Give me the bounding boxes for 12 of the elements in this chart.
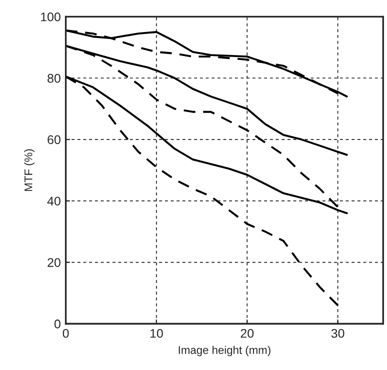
y-tick-label: 40 (47, 196, 60, 206)
y-tick-label: 80 (48, 74, 60, 83)
y-tick-label: 20 (48, 258, 60, 267)
y-tick-label: 60 (48, 135, 60, 144)
x-axis-title: Image height (mm) (178, 346, 270, 356)
y-axis-title: MTF (%) (24, 149, 35, 191)
y-tick-label: 100 (41, 12, 60, 22)
x-tick-label: 30 (331, 328, 344, 338)
x-tick-label: 0 (62, 328, 69, 338)
x-tick-label: 10 (150, 328, 163, 338)
x-tick-label: 20 (240, 328, 254, 338)
y-tick-label: 0 (54, 320, 60, 328)
